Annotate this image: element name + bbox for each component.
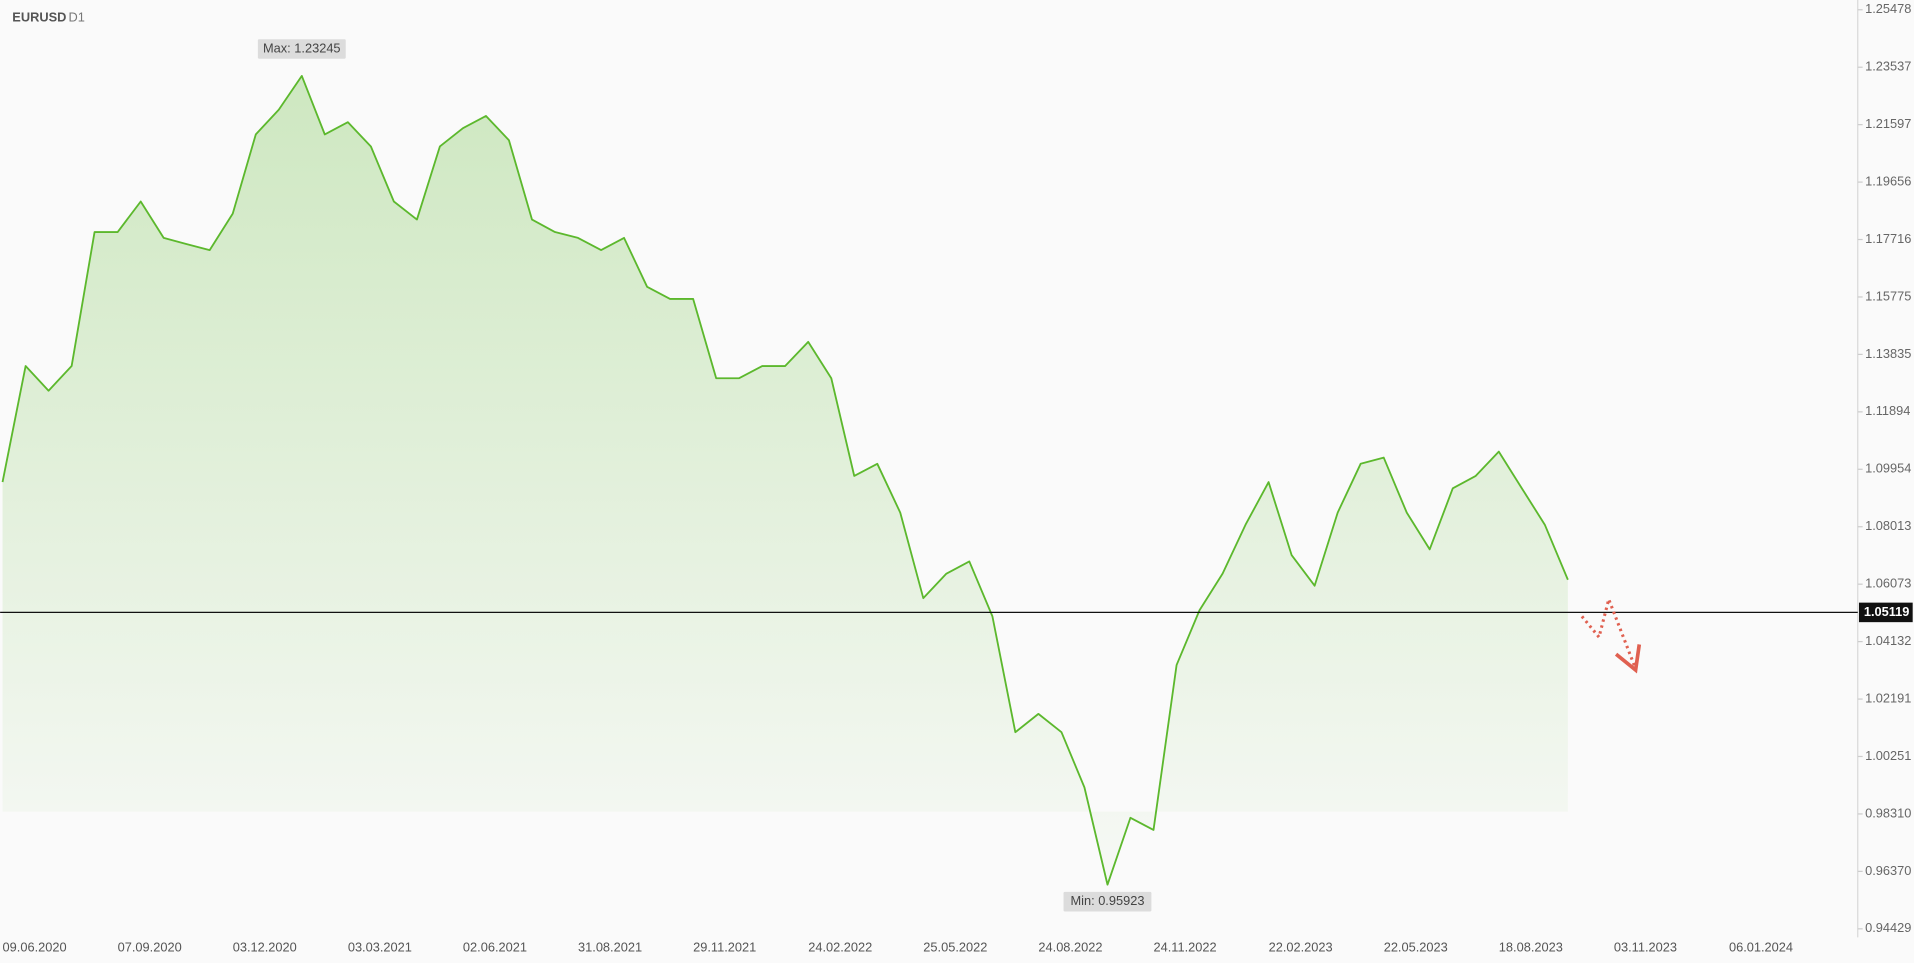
x-tick-label: 06.01.2024	[1729, 940, 1793, 955]
y-tick-label: 1.19656	[1865, 173, 1911, 188]
y-tick-label: 1.23537	[1865, 59, 1911, 74]
x-tick-label: 03.11.2023	[1614, 940, 1677, 955]
x-tick-label: 07.09.2020	[118, 940, 182, 955]
min-label: Min: 0.95923	[1070, 893, 1144, 908]
max-label-box	[257, 39, 346, 59]
y-tick-label: 1.21597	[1865, 116, 1911, 131]
timeframe: D1	[68, 10, 84, 25]
y-tick-label: 1.08013	[1865, 518, 1911, 533]
x-tick-label: 03.12.2020	[233, 940, 297, 955]
y-tick-label: 1.02191	[1865, 690, 1911, 705]
x-tick-label: 24.11.2022	[1154, 940, 1217, 955]
x-tick-label: 24.02.2022	[808, 940, 872, 955]
y-tick-label: 1.00251	[1865, 748, 1911, 763]
symbol: EURUSD	[12, 10, 66, 25]
y-tick-label: 1.13835	[1865, 346, 1911, 361]
y-tick-label: 1.04132	[1865, 633, 1911, 648]
y-tick-label: 0.96370	[1865, 863, 1911, 878]
area-fill	[2, 75, 1568, 885]
x-tick-label: 18.08.2023	[1499, 940, 1563, 955]
min-label-box	[1063, 891, 1152, 912]
y-tick-label: 1.25478	[1865, 1, 1911, 16]
max-label: Max: 1.23245	[263, 40, 341, 55]
current-price-label: 1.05119	[1864, 604, 1910, 619]
x-tick-label: 22.05.2023	[1384, 940, 1448, 955]
x-tick-label: 31.08.2021	[578, 940, 642, 955]
y-tick-label: 1.09954	[1865, 461, 1911, 476]
forecast-arrow	[1580, 594, 1642, 674]
y-tick-label: 0.98310	[1865, 805, 1911, 820]
x-tick-label: 25.05.2022	[923, 940, 987, 955]
x-tick-label: 09.06.2020	[3, 940, 67, 955]
y-tick-label: 1.17716	[1865, 231, 1911, 246]
x-tick-label: 24.08.2022	[1038, 940, 1102, 955]
price-line	[1, 75, 1569, 886]
x-tick-label: 29.11.2021	[693, 940, 756, 955]
y-tick-label: 1.06073	[1865, 576, 1911, 591]
y-tick-label: 0.94429	[1865, 920, 1911, 935]
y-tick-label: 1.11894	[1865, 403, 1910, 418]
x-tick-label: 03.03.2021	[348, 940, 412, 955]
x-tick-label: 22.02.2023	[1269, 940, 1333, 955]
y-tick-label: 1.15775	[1865, 288, 1911, 303]
x-tick-label: 02.06.2021	[463, 940, 527, 955]
current-price-box	[1858, 602, 1913, 623]
